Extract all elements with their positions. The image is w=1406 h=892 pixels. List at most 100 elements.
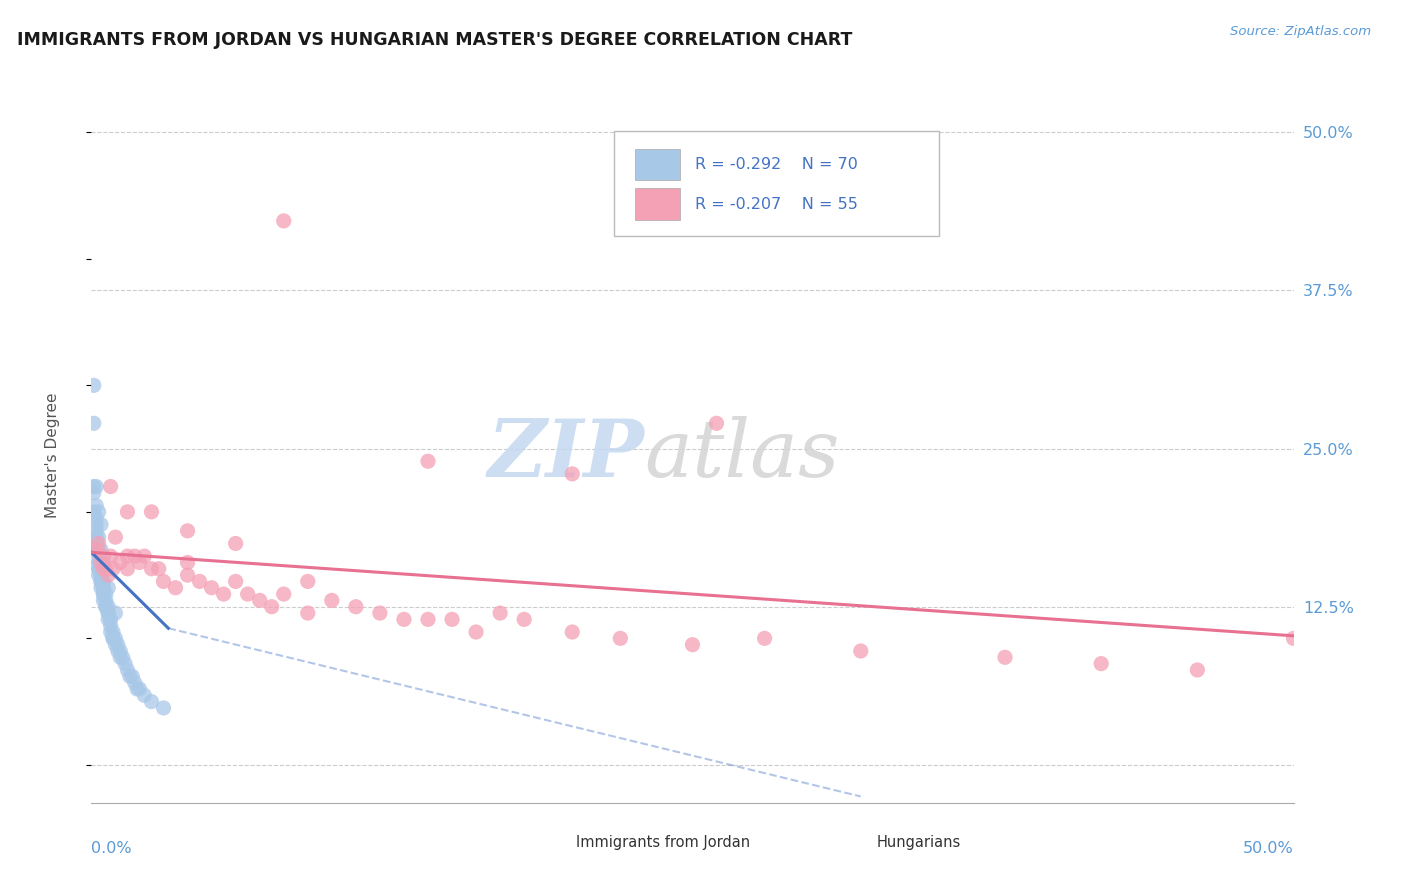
Text: 50.0%: 50.0% xyxy=(1243,841,1294,856)
Point xyxy=(87,556,110,570)
Point xyxy=(609,632,631,646)
Point xyxy=(176,524,198,538)
Point xyxy=(83,479,105,493)
Text: ZIP: ZIP xyxy=(488,417,644,493)
Point xyxy=(87,562,110,576)
Point xyxy=(681,638,703,652)
Point xyxy=(90,574,112,589)
Point xyxy=(90,517,112,532)
Point xyxy=(104,638,127,652)
Point xyxy=(249,593,271,607)
Point xyxy=(124,675,146,690)
Point xyxy=(87,536,110,550)
Point xyxy=(94,599,117,614)
Point xyxy=(97,581,120,595)
Point xyxy=(100,612,122,626)
Point xyxy=(100,479,122,493)
FancyBboxPatch shape xyxy=(614,131,939,235)
Point xyxy=(1282,632,1305,646)
Point xyxy=(176,556,198,570)
Point xyxy=(344,599,367,614)
Point xyxy=(90,542,112,557)
Point xyxy=(125,681,148,696)
Point xyxy=(225,536,247,550)
Point xyxy=(90,568,112,582)
Point xyxy=(87,549,110,563)
Point xyxy=(176,568,198,582)
Point xyxy=(321,593,343,607)
Point xyxy=(110,644,132,658)
Point xyxy=(134,549,156,563)
Bar xyxy=(634,149,681,180)
Point xyxy=(110,556,132,570)
Point xyxy=(141,695,163,709)
Point xyxy=(117,505,139,519)
Point xyxy=(97,568,120,582)
Text: Source: ZipAtlas.com: Source: ZipAtlas.com xyxy=(1230,25,1371,38)
Point xyxy=(297,574,319,589)
Point xyxy=(94,587,117,601)
Point xyxy=(104,530,127,544)
Point xyxy=(994,650,1017,665)
Point xyxy=(84,499,107,513)
Point xyxy=(93,587,115,601)
Point xyxy=(165,581,187,595)
Point xyxy=(111,650,134,665)
Point xyxy=(128,556,150,570)
Point xyxy=(87,530,110,544)
Point xyxy=(83,378,105,392)
Text: Master's Degree: Master's Degree xyxy=(45,392,60,517)
Point xyxy=(101,562,124,576)
Point xyxy=(465,625,488,640)
Point xyxy=(416,454,439,468)
Point xyxy=(90,574,112,589)
Point xyxy=(93,574,115,589)
Point xyxy=(706,417,728,431)
Point xyxy=(561,625,583,640)
Point xyxy=(90,556,112,570)
Point xyxy=(440,612,463,626)
Point xyxy=(87,505,110,519)
Point xyxy=(152,701,174,715)
Bar xyxy=(634,188,681,219)
Point xyxy=(93,593,115,607)
Point xyxy=(97,606,120,620)
Text: IMMIGRANTS FROM JORDAN VS HUNGARIAN MASTER'S DEGREE CORRELATION CHART: IMMIGRANTS FROM JORDAN VS HUNGARIAN MAST… xyxy=(17,31,852,49)
Point xyxy=(97,599,120,614)
Point xyxy=(83,417,105,431)
Point xyxy=(273,214,295,228)
Point xyxy=(93,562,115,576)
Point xyxy=(124,549,146,563)
Point xyxy=(273,587,295,601)
Point xyxy=(101,632,124,646)
Point xyxy=(513,612,536,626)
Point xyxy=(297,606,319,620)
Point xyxy=(118,669,141,683)
Text: atlas: atlas xyxy=(644,417,839,493)
Point xyxy=(97,606,120,620)
Point xyxy=(84,530,107,544)
Point xyxy=(416,612,439,626)
Point xyxy=(84,524,107,538)
Point xyxy=(260,599,283,614)
Point xyxy=(101,632,124,646)
Text: R = -0.207    N = 55: R = -0.207 N = 55 xyxy=(695,197,858,212)
Point xyxy=(152,574,174,589)
Bar xyxy=(530,827,567,855)
Point xyxy=(83,486,105,500)
Point xyxy=(90,556,112,570)
Point xyxy=(104,632,127,646)
Point xyxy=(94,562,117,576)
Point xyxy=(104,606,127,620)
Text: Immigrants from Jordan: Immigrants from Jordan xyxy=(576,835,749,850)
Point xyxy=(87,542,110,557)
Point xyxy=(754,632,776,646)
Point xyxy=(110,650,132,665)
Point xyxy=(114,657,136,671)
Point xyxy=(93,549,115,563)
Text: 0.0%: 0.0% xyxy=(91,841,132,856)
Point xyxy=(128,681,150,696)
Point xyxy=(117,549,139,563)
Point xyxy=(93,581,115,595)
Point xyxy=(87,556,110,570)
